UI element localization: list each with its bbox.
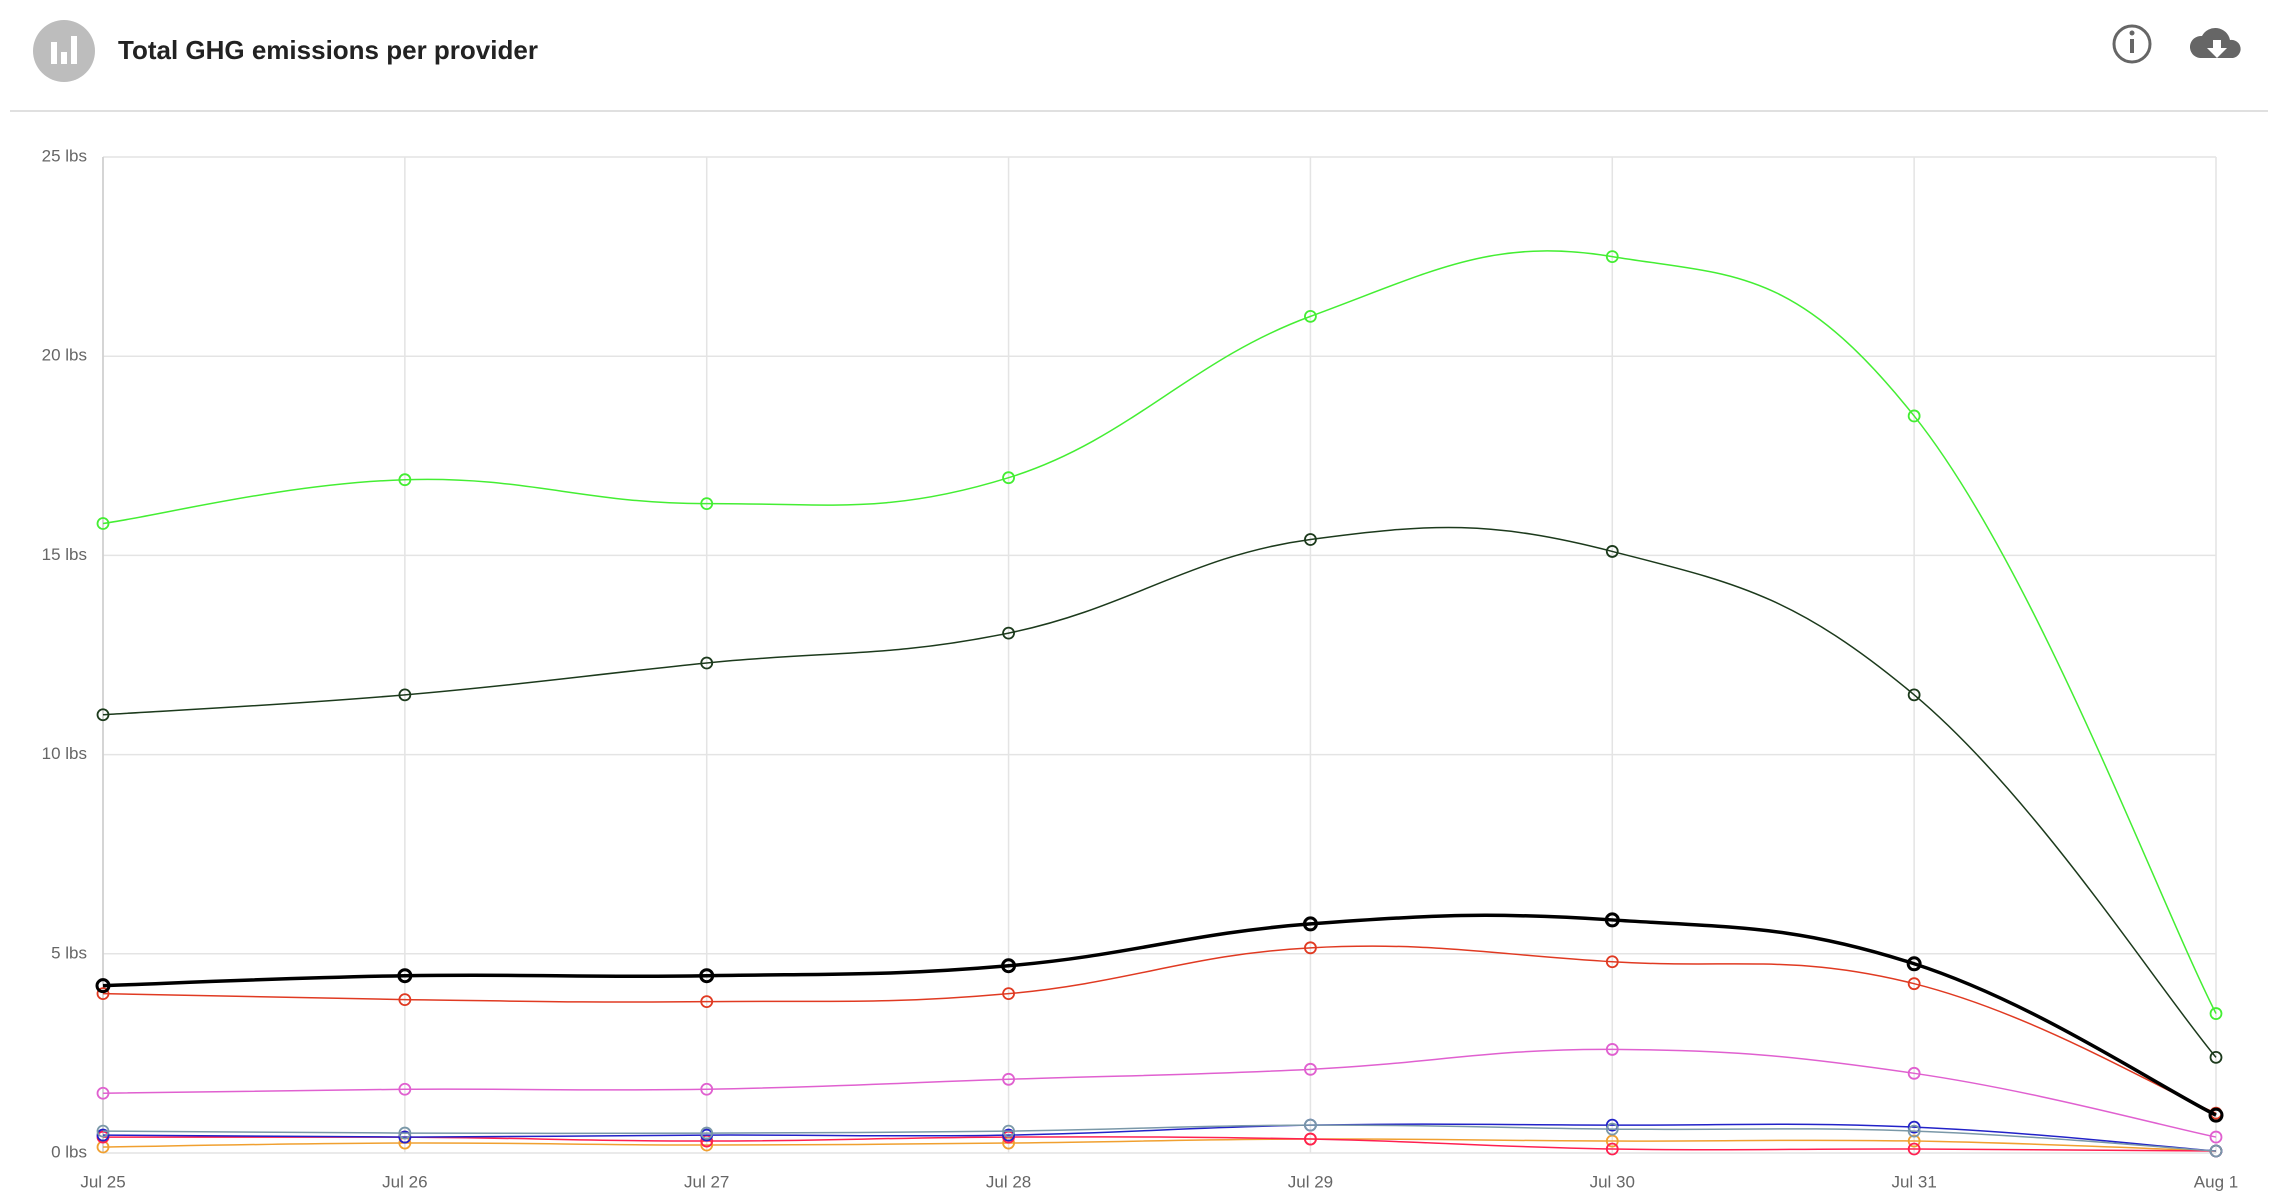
data-point — [1304, 1132, 1317, 1146]
data-point — [96, 1124, 110, 1138]
y-tick-label: 0 lbs — [51, 1142, 87, 1161]
data-point — [1605, 1142, 1619, 1156]
data-point — [2209, 1130, 2223, 1144]
data-point — [96, 1086, 110, 1100]
data-point — [2209, 1007, 2223, 1020]
data-point — [699, 968, 715, 984]
data-point — [700, 995, 714, 1009]
data-point — [1907, 688, 1921, 702]
data-point — [2208, 1107, 2224, 1123]
data-point — [1001, 958, 1017, 974]
download-button[interactable] — [2189, 27, 2241, 58]
data-point — [398, 1126, 412, 1140]
data-point — [96, 1128, 110, 1142]
data-point — [700, 497, 714, 511]
x-tick-label: Jul 30 — [1590, 1172, 1635, 1191]
data-point — [700, 1126, 714, 1140]
data-point — [96, 708, 110, 722]
x-tick-label: Jul 25 — [80, 1172, 125, 1191]
x-tick-label: Aug 1 — [2194, 1172, 2238, 1191]
data-point — [1906, 956, 1922, 972]
data-point — [1002, 626, 1015, 640]
data-point — [2209, 1144, 2223, 1158]
data-point — [1605, 1118, 1619, 1132]
data-point — [1604, 912, 1620, 928]
data-point — [1907, 1066, 1921, 1080]
data-point — [1907, 409, 1921, 423]
y-tick-label: 20 lbs — [42, 346, 87, 365]
series-line — [102, 913, 2217, 1117]
data-point — [398, 473, 412, 487]
chart-title: Total GHG emissions per provider — [118, 35, 538, 65]
data-point — [1304, 941, 1317, 955]
y-tick-label: 25 lbs — [42, 146, 87, 165]
data-point — [1002, 471, 1015, 485]
x-tick-label: Jul 29 — [1288, 1172, 1333, 1191]
data-point — [398, 993, 412, 1007]
data-point — [398, 1130, 412, 1144]
data-point — [1302, 916, 1318, 932]
data-point — [1605, 1043, 1619, 1056]
data-point — [1907, 1120, 1921, 1134]
data-point — [398, 688, 412, 702]
data-point — [1907, 1124, 1921, 1138]
series-line — [102, 1135, 2217, 1152]
series-line — [102, 1138, 2217, 1152]
series-line — [102, 945, 2217, 1114]
chart-icon-bars — [51, 36, 77, 64]
data-point — [1304, 1062, 1317, 1076]
x-tick-label: Jul 27 — [684, 1172, 729, 1191]
series-line — [102, 1124, 2217, 1152]
data-point — [1907, 1134, 1921, 1148]
series-line — [102, 1048, 2217, 1138]
data-point — [2209, 1050, 2223, 1064]
data-point — [95, 978, 111, 994]
data-point — [96, 517, 110, 530]
series-line — [102, 1123, 2217, 1152]
data-point — [1907, 1142, 1921, 1156]
data-point — [1002, 1128, 1015, 1142]
x-tick-label: Jul 28 — [986, 1172, 1031, 1191]
data-point — [1605, 955, 1619, 969]
data-point — [1605, 1134, 1619, 1148]
data-point — [1605, 250, 1619, 264]
y-tick-label: 15 lbs — [42, 545, 87, 564]
x-tick-label: Jul 26 — [382, 1172, 427, 1191]
info-button[interactable] — [2112, 24, 2152, 64]
data-point — [1304, 1118, 1317, 1132]
data-point — [1002, 1072, 1015, 1086]
data-point — [398, 1082, 412, 1096]
data-point — [1907, 977, 1921, 991]
x-tick-label: Jul 31 — [1891, 1172, 1936, 1191]
data-point — [1002, 987, 1015, 1001]
data-point — [96, 1140, 110, 1154]
data-point — [700, 1138, 714, 1152]
series-line — [102, 250, 2217, 1014]
data-point — [1002, 1124, 1015, 1138]
data-point — [1605, 1122, 1619, 1136]
y-tick-label: 10 lbs — [42, 744, 87, 763]
series-line — [102, 526, 2217, 1058]
data-point — [96, 987, 110, 1001]
data-point — [700, 1082, 714, 1096]
data-point — [1605, 545, 1619, 558]
chart-icon — [33, 20, 95, 82]
data-point — [397, 968, 413, 984]
data-point — [1304, 309, 1317, 323]
data-point — [1304, 533, 1317, 546]
y-tick-label: 5 lbs — [51, 943, 87, 962]
data-point — [700, 656, 714, 670]
